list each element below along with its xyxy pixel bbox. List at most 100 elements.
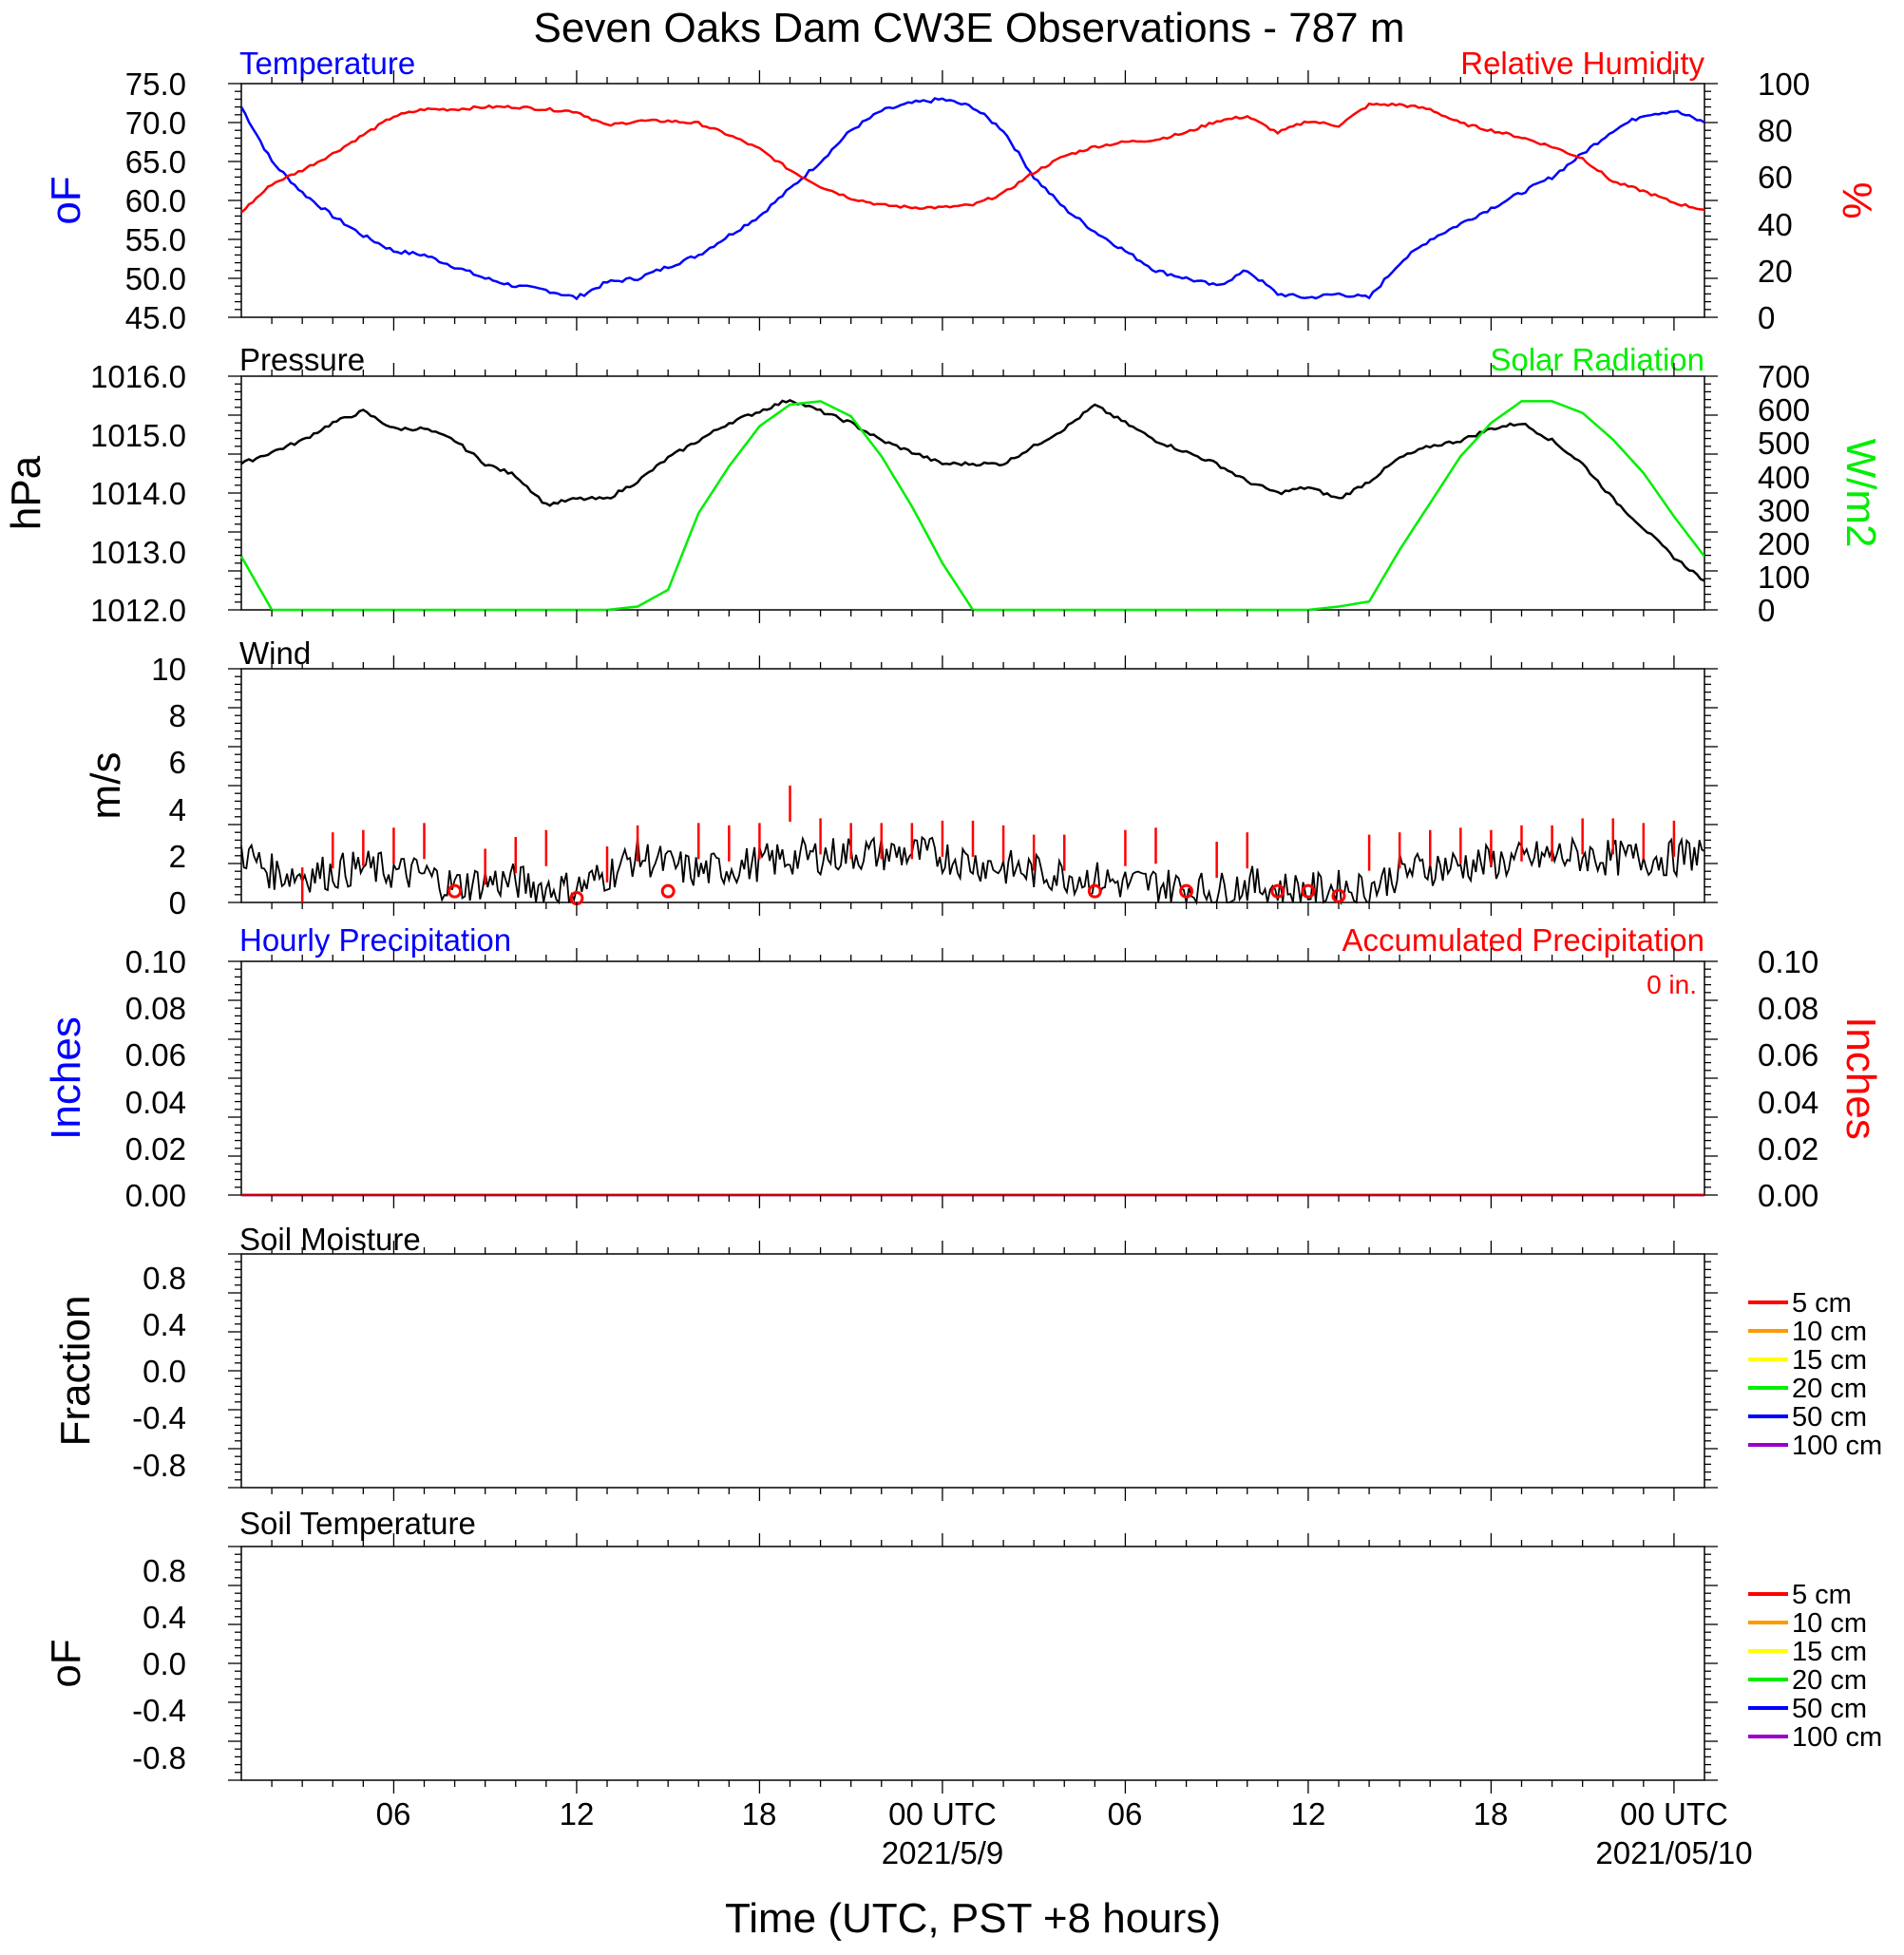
x-axis-labels: 06 12 18 00 UTC 06 12 18 00 UTC 2021/5/9… — [376, 1796, 1753, 1942]
rh-tick-label: 100 — [1758, 66, 1810, 102]
panel-wind: Wind 10 8 6 4 2 0 m/s — [83, 636, 1705, 921]
accum-tick-label: 0.02 — [1758, 1131, 1818, 1167]
soil-temperature-legend-label: 5 cm — [1792, 1580, 1852, 1610]
rh-tick-label: 80 — [1758, 113, 1793, 148]
x-tick-label: 00 UTC — [1620, 1796, 1728, 1832]
pressure-tick-label: 1012.0 — [90, 593, 186, 628]
accum-tick-label: 0.00 — [1758, 1178, 1818, 1213]
temp-left-ticks: 75.0 70.0 65.0 60.0 55.0 50.0 45.0 — [125, 66, 186, 335]
accum-precip-total: 0 in. — [1647, 970, 1697, 999]
wind-tick-label: 0 — [169, 885, 186, 921]
panel-frame — [240, 83, 1705, 318]
soil-temperature-tick-label: 0.4 — [143, 1600, 186, 1635]
soil-temperature-legend-label: 100 cm — [1792, 1722, 1882, 1753]
wind-title: Wind — [239, 636, 311, 671]
wind-tick-label: 8 — [169, 698, 186, 733]
chart-title: Seven Oaks Dam CW3E Observations - 787 m — [534, 5, 1405, 51]
wind-tick-label: 4 — [169, 792, 186, 827]
panel-frame — [240, 1546, 1705, 1781]
x-tick-label: 06 — [1108, 1796, 1143, 1832]
panel-soil-temperature: Soil Temperature 0.8 0.4 0.0 -0.4 -0.8 o… — [43, 1506, 1882, 1781]
temperature-title: Temperature — [239, 46, 415, 81]
precip-tick-label: 0.06 — [125, 1037, 186, 1072]
solar-tick-label: 600 — [1758, 392, 1810, 427]
soil-temperature-legend-label: 50 cm — [1792, 1694, 1867, 1724]
soil-temperature-legend-label: 15 cm — [1792, 1637, 1867, 1667]
wind-gust-calm-marker — [1270, 883, 1285, 899]
wind-unit-label: m/s — [83, 752, 129, 820]
pressure-tick-label: 1016.0 — [90, 359, 186, 394]
precip-tick-label: 0.08 — [125, 991, 186, 1026]
temp-unit-label: oF — [43, 176, 89, 224]
x-tick-label: 18 — [1474, 1796, 1509, 1832]
solar-tick-label: 0 — [1758, 593, 1775, 628]
soil-moisture-legend-label: 10 cm — [1792, 1317, 1867, 1347]
temperature-series-line — [239, 97, 1705, 301]
soil-moisture-legend-label: 50 cm — [1792, 1402, 1867, 1433]
hourly-unit-label: Inches — [43, 1016, 89, 1140]
soil-moisture-title: Soil Moisture — [239, 1222, 421, 1257]
x-tick-label: 06 — [376, 1796, 411, 1832]
x-tick-label: 00 UTC — [888, 1796, 997, 1832]
wind-tick-label: 6 — [169, 745, 186, 780]
rh-right-ticks: 100 80 60 40 20 0 — [1758, 66, 1810, 335]
solar-unit-label: W/m2 — [1837, 439, 1884, 548]
precip-tick-label: 0.04 — [125, 1085, 186, 1120]
pressure-tick-label: 1014.0 — [90, 476, 186, 511]
temp-tick-label: 50.0 — [125, 261, 186, 296]
pressure-tick-label: 1015.0 — [90, 418, 186, 453]
wind-gust-calm-marker — [1087, 883, 1102, 899]
temp-tick-label: 55.0 — [125, 222, 186, 257]
temp-tick-label: 60.0 — [125, 183, 186, 218]
soil-temperature-tick-label: 0.0 — [143, 1646, 186, 1681]
precip-right-ticks: 0.10 0.08 0.06 0.04 0.02 0.00 — [1758, 944, 1818, 1213]
accum-precip-title: Accumulated Precipitation — [1342, 922, 1704, 958]
axis-tick-marks — [228, 70, 1718, 1794]
temp-tick-label: 75.0 — [125, 66, 186, 102]
precip-left-ticks: 0.10 0.08 0.06 0.04 0.02 0.00 — [125, 944, 186, 1213]
solar-tick-label: 700 — [1758, 359, 1810, 394]
accum-tick-label: 0.10 — [1758, 944, 1818, 979]
temp-tick-label: 45.0 — [125, 300, 186, 335]
precip-tick-label: 0.10 — [125, 944, 186, 979]
rh-unit-label: % — [1834, 181, 1880, 218]
soil-moisture-tick-label: -0.8 — [132, 1448, 186, 1483]
soil-moisture-tick-label: 0.8 — [143, 1261, 186, 1296]
panel-temp-rh: Temperature Relative Humidity 75.0 70.0 … — [43, 46, 1880, 335]
panel-frame — [240, 668, 1705, 903]
soil-moisture-legend-label: 15 cm — [1792, 1345, 1867, 1376]
pressure-left-ticks: 1016.0 1015.0 1014.0 1013.0 1012.0 — [90, 359, 186, 628]
panel-frame — [240, 375, 1705, 611]
soil-temperature-title: Soil Temperature — [239, 1506, 476, 1541]
temp-tick-label: 65.0 — [125, 144, 186, 180]
panel-frame — [240, 1253, 1705, 1489]
solar-tick-label: 500 — [1758, 426, 1810, 461]
x-date-label: 2021/05/10 — [1595, 1835, 1752, 1870]
x-tick-label: 12 — [1291, 1796, 1326, 1832]
accum-tick-label: 0.04 — [1758, 1085, 1818, 1120]
panel-pressure-solar: Pressure Solar Radiation 1016.0 1015.0 1… — [3, 342, 1884, 628]
solar-tick-label: 400 — [1758, 460, 1810, 495]
x-tick-label: 12 — [560, 1796, 595, 1832]
precip-tick-label: 0.02 — [125, 1131, 186, 1167]
wind-tick-label: 10 — [151, 652, 186, 687]
soil-moisture-legend-label: 100 cm — [1792, 1431, 1882, 1461]
panel-soil-moisture: Soil Moisture 0.8 0.4 0.0 -0.4 -0.8 Frac… — [52, 1222, 1882, 1489]
solar-title: Solar Radiation — [1490, 342, 1704, 377]
pressure-series-line — [240, 399, 1705, 582]
accum-unit-label: Inches — [1837, 1016, 1884, 1140]
x-date-label: 2021/5/9 — [882, 1835, 1003, 1870]
solar-right-ticks: 700 600 500 400 300 200 100 0 — [1758, 359, 1810, 628]
humidity-title: Relative Humidity — [1460, 46, 1704, 81]
wind-gust-calm-marker — [1331, 888, 1346, 903]
humidity-series-line — [240, 102, 1705, 214]
pressure-tick-label: 1013.0 — [90, 535, 186, 570]
panel-frame — [240, 960, 1705, 1196]
soil-moisture-tick-label: 0.0 — [143, 1354, 186, 1389]
hourly-precip-title: Hourly Precipitation — [239, 922, 511, 958]
precip-tick-label: 0.00 — [125, 1178, 186, 1213]
